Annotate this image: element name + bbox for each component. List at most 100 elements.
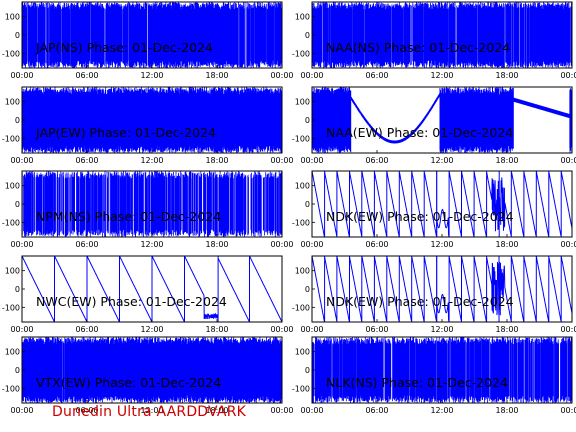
x-tick-label: 00:00	[300, 406, 323, 415]
phase-trace	[22, 87, 282, 153]
phase-panel-6: 100 0 -100 00:00 06:00 12:00 18:00 00:00 NDK(EW)…	[292, 170, 576, 249]
x-tick-label: 00:00	[270, 156, 293, 165]
y-tick-label: -100	[2, 218, 20, 227]
x-tick-label: 00:00	[10, 406, 33, 415]
x-tick-label: 18:00	[495, 156, 518, 165]
x-tick-label: 18:00	[495, 406, 518, 415]
panel-title: NDK(EW) Phase: 01-Dec-2024	[326, 294, 514, 309]
x-tick-label: 18:00	[495, 71, 518, 80]
y-tick-label: 0	[15, 366, 20, 375]
x-tick-label: 18:00	[205, 240, 228, 249]
y-tick-label: 100	[5, 348, 20, 357]
y-tick-label: 100	[5, 267, 20, 276]
x-tick-label: 00:00	[300, 156, 323, 165]
y-tick-label: 100	[295, 98, 310, 107]
trace-area	[22, 2, 282, 68]
y-tick-label: 100	[295, 348, 310, 357]
trace-area	[22, 171, 282, 237]
trace-area	[312, 2, 572, 68]
x-tick-label: 00:00	[270, 240, 293, 249]
phase-trace	[22, 171, 282, 237]
phase-panel-2: 100 0 -100 00:00 06:00 12:00 18:00 00:00 NAA(NS)…	[292, 1, 576, 80]
y-tick-label: 100	[5, 13, 20, 22]
y-tick-label: -100	[2, 49, 20, 58]
phase-panel-10: 100 0 -100 00:00 06:00 12:00 18:00 00:00 NLK(NS)…	[292, 336, 576, 415]
y-tick-label: -100	[2, 303, 20, 312]
phase-panel-4: 100 0 -100 00:00 06:00 12:00 18:00 00:00 NAA(EW)…	[292, 86, 576, 165]
x-tick-label: 06:00	[365, 240, 388, 249]
x-tick-label: 00:00	[10, 325, 33, 334]
y-tick-label: 0	[305, 366, 310, 375]
y-tick-label: 100	[295, 267, 310, 276]
x-tick-label: 00:00	[10, 156, 33, 165]
x-tick-label: 00:00	[10, 71, 33, 80]
phase-panel-3: 100 0 -100 00:00 06:00 12:00 18:00 00:00 JAP(EW)…	[2, 86, 294, 165]
trace-area	[312, 171, 572, 237]
phase-panel-8: 100 0 -100 00:00 06:00 12:00 18:00 00:00 NDK(EW)…	[292, 255, 576, 334]
x-tick-label: 12:00	[430, 240, 453, 249]
y-tick-label: 100	[295, 13, 310, 22]
panel-title: NAA(NS) Phase: 01-Dec-2024	[326, 40, 510, 55]
phase-trace	[312, 2, 572, 68]
phase-trace	[312, 87, 572, 153]
y-tick-label: -100	[292, 134, 310, 143]
x-tick-label: 06:00	[365, 71, 388, 80]
x-tick-label: 18:00	[495, 325, 518, 334]
trace-area	[22, 337, 282, 403]
x-tick-label: 00:00	[300, 240, 323, 249]
trace-area	[312, 256, 572, 322]
y-tick-label: 0	[15, 200, 20, 209]
x-tick-label: 06:00	[75, 406, 98, 415]
y-tick-label: -100	[2, 384, 20, 393]
x-tick-label: 12:00	[140, 325, 163, 334]
y-tick-label: 0	[15, 31, 20, 40]
x-tick-label: 06:00	[75, 71, 98, 80]
phase-panel-5: 100 0 -100 00:00 06:00 12:00 18:00 00:00 NPM(NS)…	[2, 170, 294, 249]
panel-title: NDK(EW) Phase: 01-Dec-2024	[326, 209, 514, 224]
x-tick-label: 00:00	[10, 240, 33, 249]
x-tick-label: 12:00	[430, 325, 453, 334]
y-tick-label: -100	[292, 384, 310, 393]
y-tick-label: -100	[292, 218, 310, 227]
x-tick-label: 12:00	[140, 71, 163, 80]
phase-trace	[22, 256, 282, 322]
x-tick-label: 00:00	[560, 240, 576, 249]
trace-area	[22, 87, 282, 153]
x-tick-label: 00:00	[560, 406, 576, 415]
trace-area	[312, 337, 572, 403]
panel-title: JAP(EW) Phase: 01-Dec-2024	[35, 125, 216, 140]
x-tick-label: 18:00	[205, 406, 228, 415]
x-tick-label: 18:00	[205, 71, 228, 80]
x-tick-label: 18:00	[205, 325, 228, 334]
y-tick-label: 0	[305, 116, 310, 125]
y-tick-label: -100	[292, 49, 310, 58]
x-tick-label: 00:00	[270, 71, 293, 80]
phase-panel-9: 100 0 -100 00:00 06:00 12:00 18:00 00:00 VTX(EW)…	[2, 336, 294, 415]
y-tick-label: 100	[295, 182, 310, 191]
phase-trace	[22, 2, 282, 68]
y-tick-label: 0	[305, 31, 310, 40]
x-tick-label: 00:00	[560, 156, 576, 165]
phase-trace	[312, 337, 572, 403]
x-tick-label: 00:00	[270, 406, 293, 415]
y-tick-label: 0	[15, 116, 20, 125]
y-tick-label: -100	[2, 134, 20, 143]
x-tick-label: 00:00	[300, 325, 323, 334]
x-tick-label: 12:00	[140, 406, 163, 415]
panel-title: NLK(NS) Phase: 01-Dec-2024	[326, 375, 508, 390]
panel-title: VTX(EW) Phase: 01-Dec-2024	[36, 375, 221, 390]
panel-title: JAP(NS) Phase: 01-Dec-2024	[35, 40, 213, 55]
trace-area	[312, 87, 572, 153]
phase-trace	[22, 337, 282, 403]
phase-panel-7: 100 0 -100 00:00 06:00 12:00 18:00 00:00 NWC(EW)…	[2, 255, 294, 334]
panel-title: NWC(EW) Phase: 01-Dec-2024	[36, 294, 227, 309]
x-tick-label: 18:00	[205, 156, 228, 165]
x-tick-label: 06:00	[365, 325, 388, 334]
x-tick-label: 12:00	[430, 406, 453, 415]
y-tick-label: 0	[15, 285, 20, 294]
x-tick-label: 00:00	[560, 71, 576, 80]
x-tick-label: 12:00	[140, 240, 163, 249]
x-tick-label: 00:00	[560, 325, 576, 334]
x-tick-label: 18:00	[495, 240, 518, 249]
